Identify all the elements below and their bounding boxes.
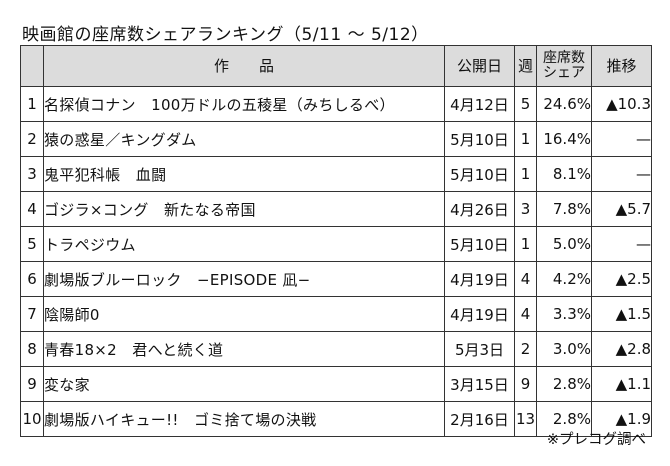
trend-cell: ▲1.9 (591, 401, 652, 437)
release-date-cell: 5月10日 (444, 226, 515, 262)
table-header-row: 作 品 公開日 週 座席数 シェア 推移 (20, 45, 652, 87)
source-note: ※プレコグ調べ (546, 432, 646, 448)
title-cell: 変な家 (43, 366, 445, 402)
table-row: 7 陰陽師0 4月19日 4 3.3% ▲1.5 (20, 296, 652, 332)
share-cell: 2.8% (536, 401, 592, 437)
title-cell: ゴジラ×コング 新たなる帝国 (43, 191, 445, 227)
release-date-cell: 4月19日 (444, 261, 515, 297)
rank-column-header (20, 45, 44, 87)
table-row: 6 劇場版ブルーロック −EPISODE 凪− 4月19日 4 4.2% ▲2.5 (20, 261, 652, 297)
trend-cell: — (591, 226, 652, 262)
ranking-table: 作 品 公開日 週 座席数 シェア 推移 1 名探偵コナン 100万ドルの五稜星（… (20, 45, 652, 437)
title-cell: 猿の惑星／キングダム (43, 121, 445, 157)
week-cell: 2 (514, 331, 537, 367)
week-cell: 1 (514, 121, 537, 157)
share-cell: 7.8% (536, 191, 592, 227)
release-column-header: 公開日 (444, 45, 515, 87)
trend-cell: ▲10.3 (591, 86, 652, 122)
share-cell: 5.0% (536, 226, 592, 262)
table-row: 1 名探偵コナン 100万ドルの五稜星（みちしるべ） 4月12日 5 24.6% ▲10.… (20, 86, 652, 122)
share-cell: 8.1% (536, 156, 592, 192)
release-date-cell: 3月15日 (444, 366, 515, 402)
share-cell: 24.6% (536, 86, 592, 122)
table-row: 3 鬼平犯科帳 血闘 5月10日 1 8.1% — (20, 156, 652, 192)
share-header-line2: シェア (543, 65, 585, 81)
ranking-title: 映画館の座席数シェアランキング（5/11 ～ 5/12） (22, 25, 429, 45)
table-row: 5 トラペジウム 5月10日 1 5.0% — (20, 226, 652, 262)
release-date-cell: 5月10日 (444, 156, 515, 192)
title-cell: 劇場版ブルーロック −EPISODE 凪− (43, 261, 445, 297)
share-cell: 16.4% (536, 121, 592, 157)
rank-cell: 4 (20, 191, 44, 227)
share-header-line1: 座席数 (543, 50, 585, 66)
share-cell: 3.0% (536, 331, 592, 367)
week-cell: 4 (514, 261, 537, 297)
trend-cell: ▲1.5 (591, 296, 652, 332)
table-row: 4 ゴジラ×コング 新たなる帝国 4月26日 3 7.8% ▲5.7 (20, 191, 652, 227)
week-cell: 4 (514, 296, 537, 332)
table-row: 9 変な家 3月15日 9 2.8% ▲1.1 (20, 366, 652, 402)
share-cell: 4.2% (536, 261, 592, 297)
week-cell: 9 (514, 366, 537, 402)
title-cell: トラペジウム (43, 226, 445, 262)
week-cell: 13 (514, 401, 537, 437)
title-cell: 陰陽師0 (43, 296, 445, 332)
title-cell: 名探偵コナン 100万ドルの五稜星（みちしるべ） (43, 86, 445, 122)
rank-cell: 1 (20, 86, 44, 122)
release-date-cell: 4月19日 (444, 296, 515, 332)
release-date-cell: 4月26日 (444, 191, 515, 227)
title-cell: 青春18×2 君へと続く道 (43, 331, 445, 367)
rank-cell: 8 (20, 331, 44, 367)
title-cell: 劇場版ハイキュー!! ゴミ捨て場の決戦 (43, 401, 445, 437)
table-row: 2 猿の惑星／キングダム 5月10日 1 16.4% — (20, 121, 652, 157)
share-cell: 3.3% (536, 296, 592, 332)
trend-cell: ▲2.8 (591, 331, 652, 367)
trend-cell: ▲2.5 (591, 261, 652, 297)
rank-cell: 7 (20, 296, 44, 332)
trend-cell: ▲5.7 (591, 191, 652, 227)
week-column-header: 週 (514, 45, 537, 87)
rank-cell: 2 (20, 121, 44, 157)
release-date-cell: 2月16日 (444, 401, 515, 437)
trend-column-header: 推移 (591, 45, 652, 87)
rank-cell: 3 (20, 156, 44, 192)
release-date-cell: 5月3日 (444, 331, 515, 367)
title-cell: 鬼平犯科帳 血闘 (43, 156, 445, 192)
rank-cell: 6 (20, 261, 44, 297)
week-cell: 3 (514, 191, 537, 227)
title-column-header: 作 品 (43, 45, 445, 87)
release-date-cell: 5月10日 (444, 121, 515, 157)
release-date-cell: 4月12日 (444, 86, 515, 122)
rank-cell: 9 (20, 366, 44, 402)
trend-cell: — (591, 156, 652, 192)
share-cell: 2.8% (536, 366, 592, 402)
trend-cell: ▲1.1 (591, 366, 652, 402)
table-row: 10 劇場版ハイキュー!! ゴミ捨て場の決戦 2月16日 13 2.8% ▲1.9 (20, 401, 652, 437)
table-row: 8 青春18×2 君へと続く道 5月3日 2 3.0% ▲2.8 (20, 331, 652, 367)
week-cell: 1 (514, 226, 537, 262)
week-cell: 5 (514, 86, 537, 122)
rank-cell: 5 (20, 226, 44, 262)
rank-cell: 10 (20, 401, 44, 437)
share-column-header: 座席数 シェア (536, 45, 592, 87)
week-cell: 1 (514, 156, 537, 192)
trend-cell: — (591, 121, 652, 157)
